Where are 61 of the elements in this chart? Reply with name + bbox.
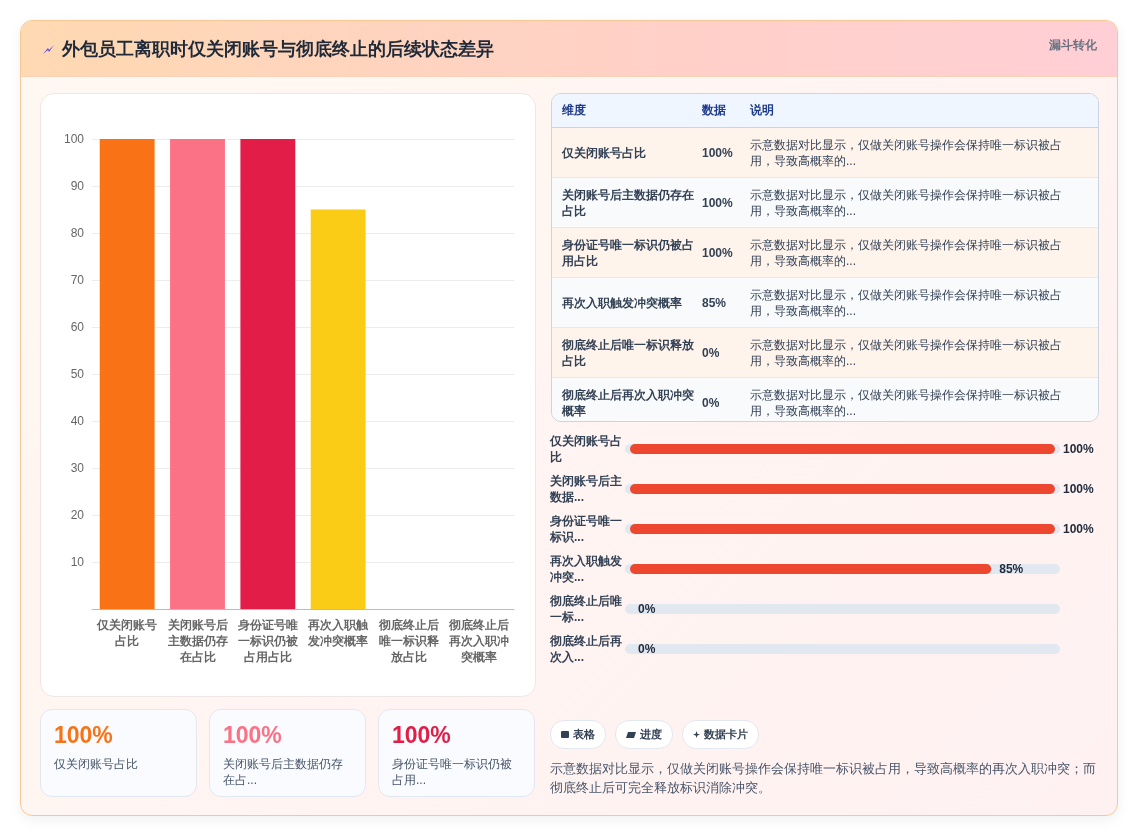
data-label: 0% [638, 602, 656, 616]
text: 进度 [640, 727, 662, 742]
category-label: 关闭账号后主数据仍存在占比 [561, 186, 695, 220]
y-tick-label: 再次入职触发冲突... [549, 554, 622, 584]
x-tick-label: 再次入职触发冲突概率 [307, 618, 370, 648]
text: 85% [702, 295, 727, 310]
category-label: 彻底终止后再次入职冲突概率 [561, 386, 695, 420]
text: 100% [223, 722, 282, 748]
category-label: 关闭账号后主数据仍存在占... [223, 756, 344, 788]
text: 示意数据对比显示，仅做关闭账号操作会保持唯一标识被占用，导致高概率的再次入职冲突；而彻底终止后可完全释放标识消除冲突。 [550, 760, 1097, 797]
text: 说明 [750, 102, 775, 119]
data-label: 100% [1063, 482, 1095, 496]
category-label: 仅关闭账号占比 [54, 756, 139, 772]
data-label: 100% [1063, 442, 1095, 456]
data-label: 0% [638, 642, 656, 656]
text: 100% [392, 722, 451, 748]
text: 0% [702, 395, 720, 410]
text: 100% [702, 145, 733, 160]
text: 100% [54, 722, 113, 748]
text: 表格 [573, 727, 595, 742]
text: 维度 [561, 102, 587, 119]
x-tick-label: 关闭账号后主数据仍存在占比 [166, 618, 228, 664]
x-tick-label: 身份证号唯一标识仍被占用占比 [236, 618, 299, 664]
text: 示意数据对比显示，仅做关闭账号操作会保持唯一标识被占用，导致高概率的... [750, 186, 1063, 220]
y-tick-label: 彻底终止后再次入... [549, 634, 622, 664]
category-label: 身份证号唯一标识仍被占用占比 [561, 236, 695, 270]
category-label: 彻底终止后唯一标识释放占比 [561, 336, 695, 370]
chart-title: 外包员工离职时仅关闭账号与彻底终止的后续状态差异 [62, 38, 494, 61]
text: 示意数据对比显示，仅做关闭账号操作会保持唯一标识被占用，导致高概率的... [750, 136, 1063, 170]
y-tick-label: 100 [63, 132, 85, 146]
text: 示意数据对比显示，仅做关闭账号操作会保持唯一标识被占用，导致高概率的... [750, 236, 1063, 270]
text: 示意数据对比显示，仅做关闭账号操作会保持唯一标识被占用，导致高概率的... [750, 336, 1063, 370]
y-tick-label: 40 [70, 414, 85, 428]
category-label: 仅关闭账号占比 [560, 144, 647, 162]
text: 漏斗转化 [1049, 37, 1097, 53]
text: 示意数据对比显示，仅做关闭账号操作会保持唯一标识被占用，导致高概率的... [750, 286, 1063, 320]
data-label: 85% [999, 562, 1024, 576]
x-tick-label: 仅关闭账号占比 [96, 618, 158, 648]
y-tick-label: 10 [70, 555, 85, 569]
y-tick-label: 60 [70, 320, 85, 334]
text: 示意数据对比显示，仅做关闭账号操作会保持唯一标识被占用，导致高概率的... [750, 386, 1063, 420]
category-label: 再次入职触发冲突概率 [561, 294, 683, 312]
x-tick-label: 彻底终止后再次入职冲突概率 [447, 618, 509, 664]
y-tick-label: 身份证号唯一标识... [549, 514, 622, 544]
y-tick-label: 80 [70, 226, 85, 240]
x-tick-label: 彻底终止后唯一标识释放占比 [377, 618, 440, 664]
y-tick-label: 90 [70, 179, 85, 193]
data-label: 100% [1063, 522, 1095, 536]
text: 数据卡片 [704, 727, 748, 742]
y-tick-label: 仅关闭账号占比 [549, 434, 622, 464]
y-tick-label: 20 [70, 508, 85, 522]
text: 0% [702, 345, 720, 360]
y-tick-label: 50 [70, 367, 85, 381]
text: 数据 [702, 102, 727, 119]
y-tick-label: 30 [70, 461, 85, 475]
text: 100% [702, 245, 733, 260]
category-label: 身份证号唯一标识仍被占用... [392, 756, 513, 788]
y-tick-label: 70 [70, 273, 85, 287]
text: 100% [702, 195, 733, 210]
y-tick-label: 彻底终止后唯一标... [549, 594, 622, 624]
y-tick-label: 关闭账号后主数据... [549, 474, 622, 504]
